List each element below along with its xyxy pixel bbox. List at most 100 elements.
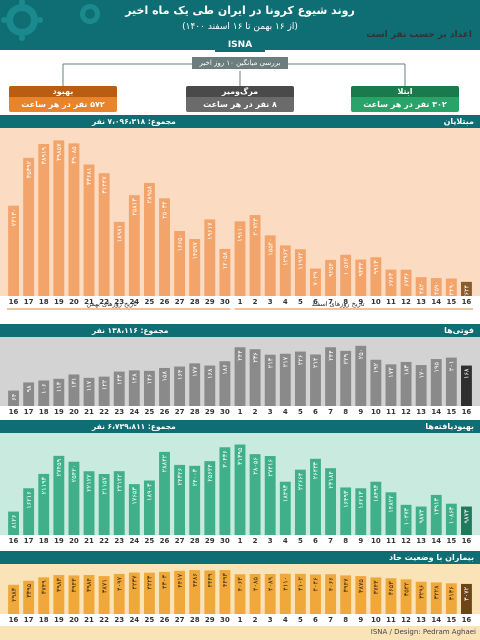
bar: [461, 281, 472, 296]
bar-value-label: ۳۹۸۵۷: [55, 143, 63, 161]
bar: [415, 365, 427, 406]
day-tick-label: 16: [9, 537, 19, 545]
bar-value-label: ۲۳۶: [251, 352, 259, 362]
bar: [8, 584, 19, 614]
bar: [174, 570, 186, 614]
bar-value-label: ۳۰۴۳۶: [221, 450, 229, 467]
bar: [143, 370, 155, 406]
esfand-axis-label: تاریخ روزهای اسفند: [312, 300, 365, 308]
bar: [445, 583, 457, 614]
bar-value-label: ۲۲۱۲۲: [85, 474, 93, 492]
bar-value-label: ۲۲۶: [297, 355, 305, 365]
day-tick-label: 12: [401, 298, 411, 306]
bar-value-label: ۴۰۴۶: [312, 577, 320, 591]
day-tick-label: 24: [129, 408, 139, 416]
bar: [264, 235, 276, 296]
bar: [23, 580, 35, 614]
bar-value-label: ۱۱۷: [85, 380, 93, 391]
bar: [430, 494, 442, 535]
bar: [340, 487, 352, 535]
bar: [325, 574, 337, 614]
day-tick-label: 11: [386, 408, 396, 416]
day-tick-label: 23: [114, 616, 124, 624]
day-tick-label: 26: [160, 616, 170, 624]
day-tick-label: 10: [371, 616, 381, 624]
day-tick-label: 17: [24, 537, 34, 545]
bar-value-label: ۴۰۶۳: [236, 577, 244, 591]
bar-value-label: ۴۸۲۰: [417, 280, 425, 294]
day-tick-label: 29: [205, 298, 215, 306]
day-tick-label: 28: [190, 408, 200, 416]
bar: [249, 574, 261, 614]
bar-value-label: ۲۸۰۵۶: [251, 457, 259, 474]
day-tick-label: 15: [446, 408, 456, 416]
bar-value-label: ۳۲۹۶: [417, 585, 425, 599]
panel-name: بیماران با وضعیت حاد: [388, 553, 474, 562]
bar-value-label: ۲۳۱۸۴: [327, 471, 335, 489]
bar: [430, 359, 442, 406]
day-tick-label: 16: [9, 616, 19, 624]
day-tick-label: 13: [416, 616, 426, 624]
bar-value-label: ۱۲۹۶۲: [281, 248, 289, 266]
day-tick-label: 26: [160, 298, 170, 306]
bar-value-label: ۱۵۵۴۰: [266, 238, 274, 255]
bar-value-label: ۴۴۹۰: [448, 281, 456, 295]
bar-value-label: ۱۴۳: [115, 374, 123, 385]
bar-value-label: ۱۹۵: [432, 362, 440, 373]
day-tick-label: 18: [39, 408, 49, 416]
bar: [310, 354, 321, 406]
day-tick-label: 24: [129, 298, 139, 306]
day-tick-label: 29: [205, 408, 215, 416]
bar: [400, 269, 412, 296]
bar: [143, 572, 155, 614]
panel-title-recovered: بهبودیافته‌ها مجموع: ۶،۷۳۹،۸۱۱ نفر: [0, 420, 480, 433]
bar: [400, 504, 412, 535]
bar-value-label: ۶۷۳۶: [402, 273, 410, 287]
day-tick-label: 27: [175, 408, 185, 416]
bar-value-label: ۴۳۰۳: [161, 574, 169, 588]
design-credit: ISNA / Design: Pedram Aghaei: [370, 628, 476, 636]
bar-value-label: ۴۱۱۰: [281, 577, 289, 591]
bar: [415, 581, 427, 614]
bar-value-label: ۱۶۸: [206, 368, 214, 379]
bar-value-label: ۴۰۸۵: [251, 577, 259, 591]
bar-value-label: ۲۵۰۳۴: [161, 201, 169, 219]
bar: [264, 455, 276, 535]
bar-value-label: ۱۴۸۲۲: [387, 495, 395, 513]
bar-value-label: ۹۹۱۳: [372, 260, 380, 274]
bar-value-label: ۳۹۰۸۵: [70, 146, 78, 164]
day-tick-label: 25: [145, 537, 155, 545]
bar: [189, 363, 201, 406]
day-tick-label: 17: [24, 408, 34, 416]
bar-value-label: ۹۸۷۳: [417, 509, 425, 523]
day-tick-label: 2: [253, 298, 258, 306]
card-label: ابتلا: [351, 86, 459, 97]
bar: [249, 215, 261, 296]
day-tick-label: 10: [371, 408, 381, 416]
card-value: ۳۰۲ نفر در هر ساعت: [351, 97, 459, 112]
day-tick-label: 8: [343, 616, 348, 624]
day-tick-label: 24: [129, 616, 139, 624]
day-tick-label: 14: [431, 616, 441, 624]
panel-name: بهبودیافته‌ها: [425, 422, 474, 431]
bar-value-label: ۱۸۴۹۳: [281, 484, 289, 502]
bar-value-label: ۳۷۴۹: [40, 580, 48, 594]
bar-value-label: ۱۹۱۱۰: [236, 224, 244, 241]
bar: [189, 570, 201, 614]
day-tick-label: 26: [160, 537, 170, 545]
bar: [445, 357, 457, 406]
bar: [370, 359, 382, 406]
bahman-axis-label: تاریخ روزهای بهمن: [86, 300, 137, 308]
day-tick-label: 7: [328, 298, 333, 306]
bar: [83, 471, 95, 535]
bar-value-label: ۳۳۹۵: [25, 583, 33, 597]
bar: [53, 575, 65, 614]
day-tick-label: 19: [54, 616, 64, 624]
day-tick-label: 21: [84, 616, 94, 624]
bar-value-label: ۲۶۴۳۳: [312, 461, 320, 479]
day-tick-label: 11: [386, 537, 396, 545]
day-tick-label: 16: [462, 616, 472, 624]
day-tick-label: 20: [69, 408, 79, 416]
day-tick-label: 25: [145, 298, 155, 306]
day-tick-label: 19: [54, 537, 64, 545]
